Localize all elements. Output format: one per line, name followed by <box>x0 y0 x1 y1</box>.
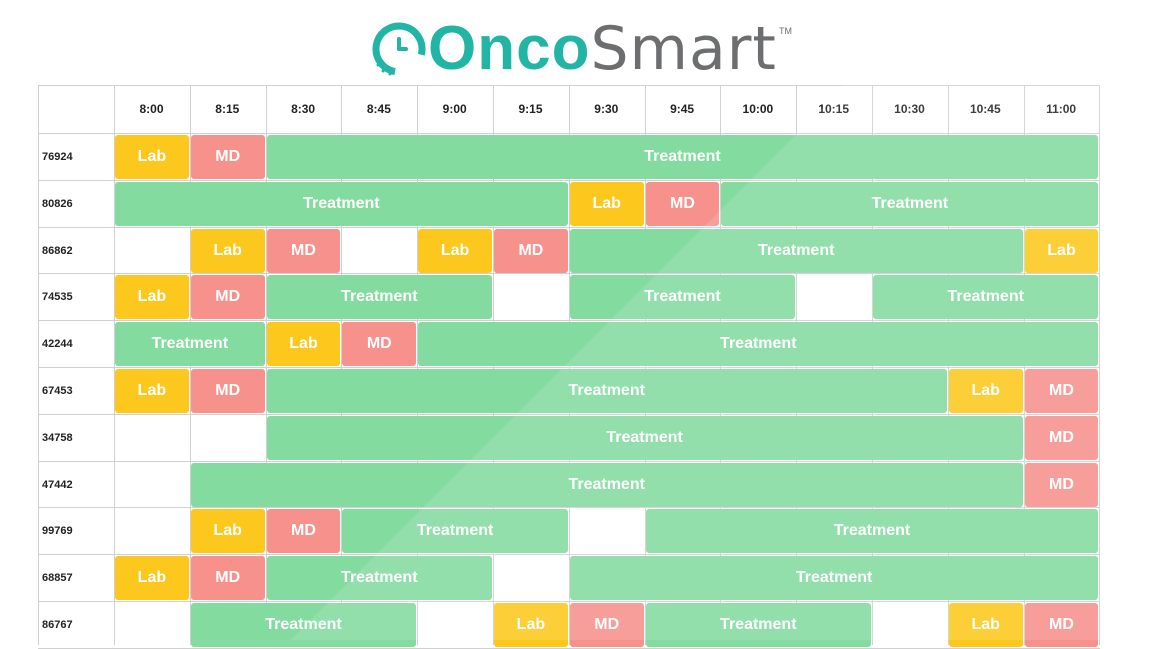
treatment-appointment-block[interactable]: Treatment <box>266 369 947 413</box>
md-appointment-block[interactable]: MD <box>266 228 341 273</box>
lab-appointment-block[interactable]: Lab <box>948 369 1023 413</box>
treatment-appointment-block[interactable]: Treatment <box>645 603 871 647</box>
time-header: 8:45 <box>366 102 391 116</box>
treatment-appointment-block[interactable]: Treatment <box>569 556 1099 601</box>
grid-line-horizontal <box>38 179 1100 181</box>
patient-id: 34758 <box>42 431 73 444</box>
lab-appointment-block[interactable]: Lab <box>115 556 189 601</box>
patient-id: 76924 <box>42 151 73 163</box>
grid-line-horizontal <box>38 601 1100 602</box>
md-appointment-block[interactable]: MD <box>569 603 644 647</box>
lab-appointment-block[interactable]: Lab <box>190 509 265 554</box>
patient-id: 99769 <box>42 525 73 538</box>
md-appointment-block[interactable]: MD <box>266 509 341 554</box>
grid-line-horizontal <box>38 85 1100 86</box>
grid-line-horizontal <box>38 320 1100 322</box>
lab-appointment-block[interactable]: Lab <box>494 603 568 647</box>
grid-line-vertical <box>38 85 39 645</box>
grid-line-horizontal <box>38 507 1100 509</box>
lab-appointment-block[interactable]: Lab <box>115 135 189 179</box>
grid-line-vertical <box>417 85 419 645</box>
lab-appointment-block[interactable]: Lab <box>115 369 189 413</box>
grid-line-horizontal <box>38 273 1100 275</box>
time-header: 8:30 <box>291 102 316 116</box>
md-appointment-block[interactable]: MD <box>342 322 417 367</box>
lab-appointment-block[interactable]: Lab <box>569 181 644 226</box>
grid-line-horizontal <box>38 554 1100 556</box>
patient-id: 68857 <box>42 572 73 585</box>
logo-onco-text: Onco <box>428 14 591 83</box>
md-appointment-block[interactable]: MD <box>1024 415 1099 460</box>
md-appointment-block[interactable]: MD <box>190 556 265 601</box>
time-header: 10:15 <box>818 102 850 116</box>
lab-appointment-block[interactable]: Lab <box>1024 228 1099 273</box>
treatment-appointment-block[interactable]: Treatment <box>190 462 1023 507</box>
patient-id: 42244 <box>42 338 73 351</box>
time-header: 10:00 <box>742 102 774 116</box>
treatment-appointment-block[interactable]: Treatment <box>266 415 1023 460</box>
treatment-appointment-block[interactable]: Treatment <box>721 181 1099 226</box>
grid-line-vertical <box>265 85 267 645</box>
md-appointment-block[interactable]: MD <box>190 135 265 179</box>
patient-id: 86862 <box>42 244 73 257</box>
time-header: 9:15 <box>518 102 543 116</box>
treatment-appointment-block[interactable]: Treatment <box>115 181 568 226</box>
patient-id: 74535 <box>42 291 73 304</box>
grid-line-vertical <box>341 85 343 645</box>
lab-appointment-block[interactable]: Lab <box>418 228 492 273</box>
clock-logo-icon <box>372 22 426 76</box>
grid-line-horizontal <box>38 226 1100 228</box>
grid-line-horizontal <box>38 413 1100 415</box>
treatment-appointment-block[interactable]: Treatment <box>342 509 568 554</box>
time-header: 10:30 <box>894 102 925 116</box>
time-header: 9:30 <box>594 102 619 116</box>
treatment-appointment-block[interactable]: Treatment <box>190 603 417 647</box>
md-appointment-block[interactable]: MD <box>190 275 265 320</box>
lab-appointment-block[interactable]: Lab <box>115 275 189 320</box>
grid-line-horizontal <box>38 460 1100 462</box>
md-appointment-block[interactable]: MD <box>494 228 568 273</box>
patient-id: 86767 <box>42 619 73 631</box>
treatment-appointment-block[interactable]: Treatment <box>418 322 1099 367</box>
time-header: 9:00 <box>442 102 467 116</box>
grid-line-horizontal <box>38 367 1100 368</box>
patient-id: 47442 <box>42 478 73 491</box>
lab-appointment-block[interactable]: Lab <box>190 228 265 273</box>
md-appointment-block[interactable]: MD <box>1024 462 1099 507</box>
time-header: 8:00 <box>139 102 164 116</box>
grid-line-horizontal <box>38 133 1100 134</box>
logo-smart-text: Smart <box>590 14 777 84</box>
treatment-appointment-block[interactable]: Treatment <box>645 509 1099 554</box>
treatment-appointment-block[interactable]: Treatment <box>569 275 796 320</box>
md-appointment-block[interactable]: MD <box>645 181 720 226</box>
md-appointment-block[interactable]: MD <box>1024 369 1099 413</box>
time-header: 9:45 <box>670 102 695 116</box>
treatment-appointment-block[interactable]: Treatment <box>873 275 1099 320</box>
schedule-grid: 8:00 8:15 8:30 8:45 9:00 9:15 9:30 9:45 10:00 10:… <box>38 85 1101 649</box>
patient-id: 80826 <box>42 197 73 210</box>
grid-line-vertical <box>114 85 115 645</box>
md-appointment-block[interactable]: MD <box>1024 603 1099 647</box>
grid-line-vertical <box>1099 85 1101 645</box>
patient-id: 67453 <box>42 385 73 397</box>
time-header: 10:45 <box>969 102 1001 116</box>
lab-appointment-block[interactable]: Lab <box>948 603 1023 647</box>
oncosmart-logo: Onco Smart TM <box>372 14 792 84</box>
treatment-appointment-block[interactable]: Treatment <box>569 228 1023 273</box>
treatment-appointment-block[interactable]: Treatment <box>266 556 492 601</box>
time-header: 8:15 <box>215 102 240 116</box>
time-header: 11:00 <box>1046 102 1077 116</box>
treatment-appointment-block[interactable]: Treatment <box>115 322 265 367</box>
lab-appointment-block[interactable]: Lab <box>266 322 341 367</box>
logo-trademark: TM <box>778 26 792 36</box>
md-appointment-block[interactable]: MD <box>190 369 265 413</box>
treatment-appointment-block[interactable]: Treatment <box>266 275 492 320</box>
treatment-appointment-block[interactable]: Treatment <box>266 135 1099 179</box>
